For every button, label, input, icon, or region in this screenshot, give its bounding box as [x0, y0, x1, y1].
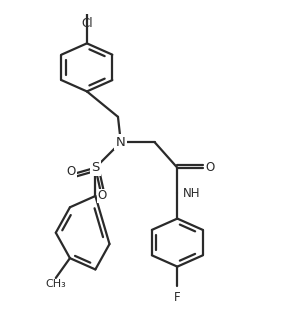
Text: CH₃: CH₃ — [45, 279, 66, 289]
Text: N: N — [116, 136, 126, 149]
Text: O: O — [205, 161, 214, 174]
Text: F: F — [174, 291, 181, 304]
Text: Cl: Cl — [81, 16, 93, 29]
Text: O: O — [67, 166, 76, 179]
Text: NH: NH — [183, 187, 201, 200]
Text: S: S — [91, 161, 100, 174]
Text: O: O — [98, 189, 107, 202]
